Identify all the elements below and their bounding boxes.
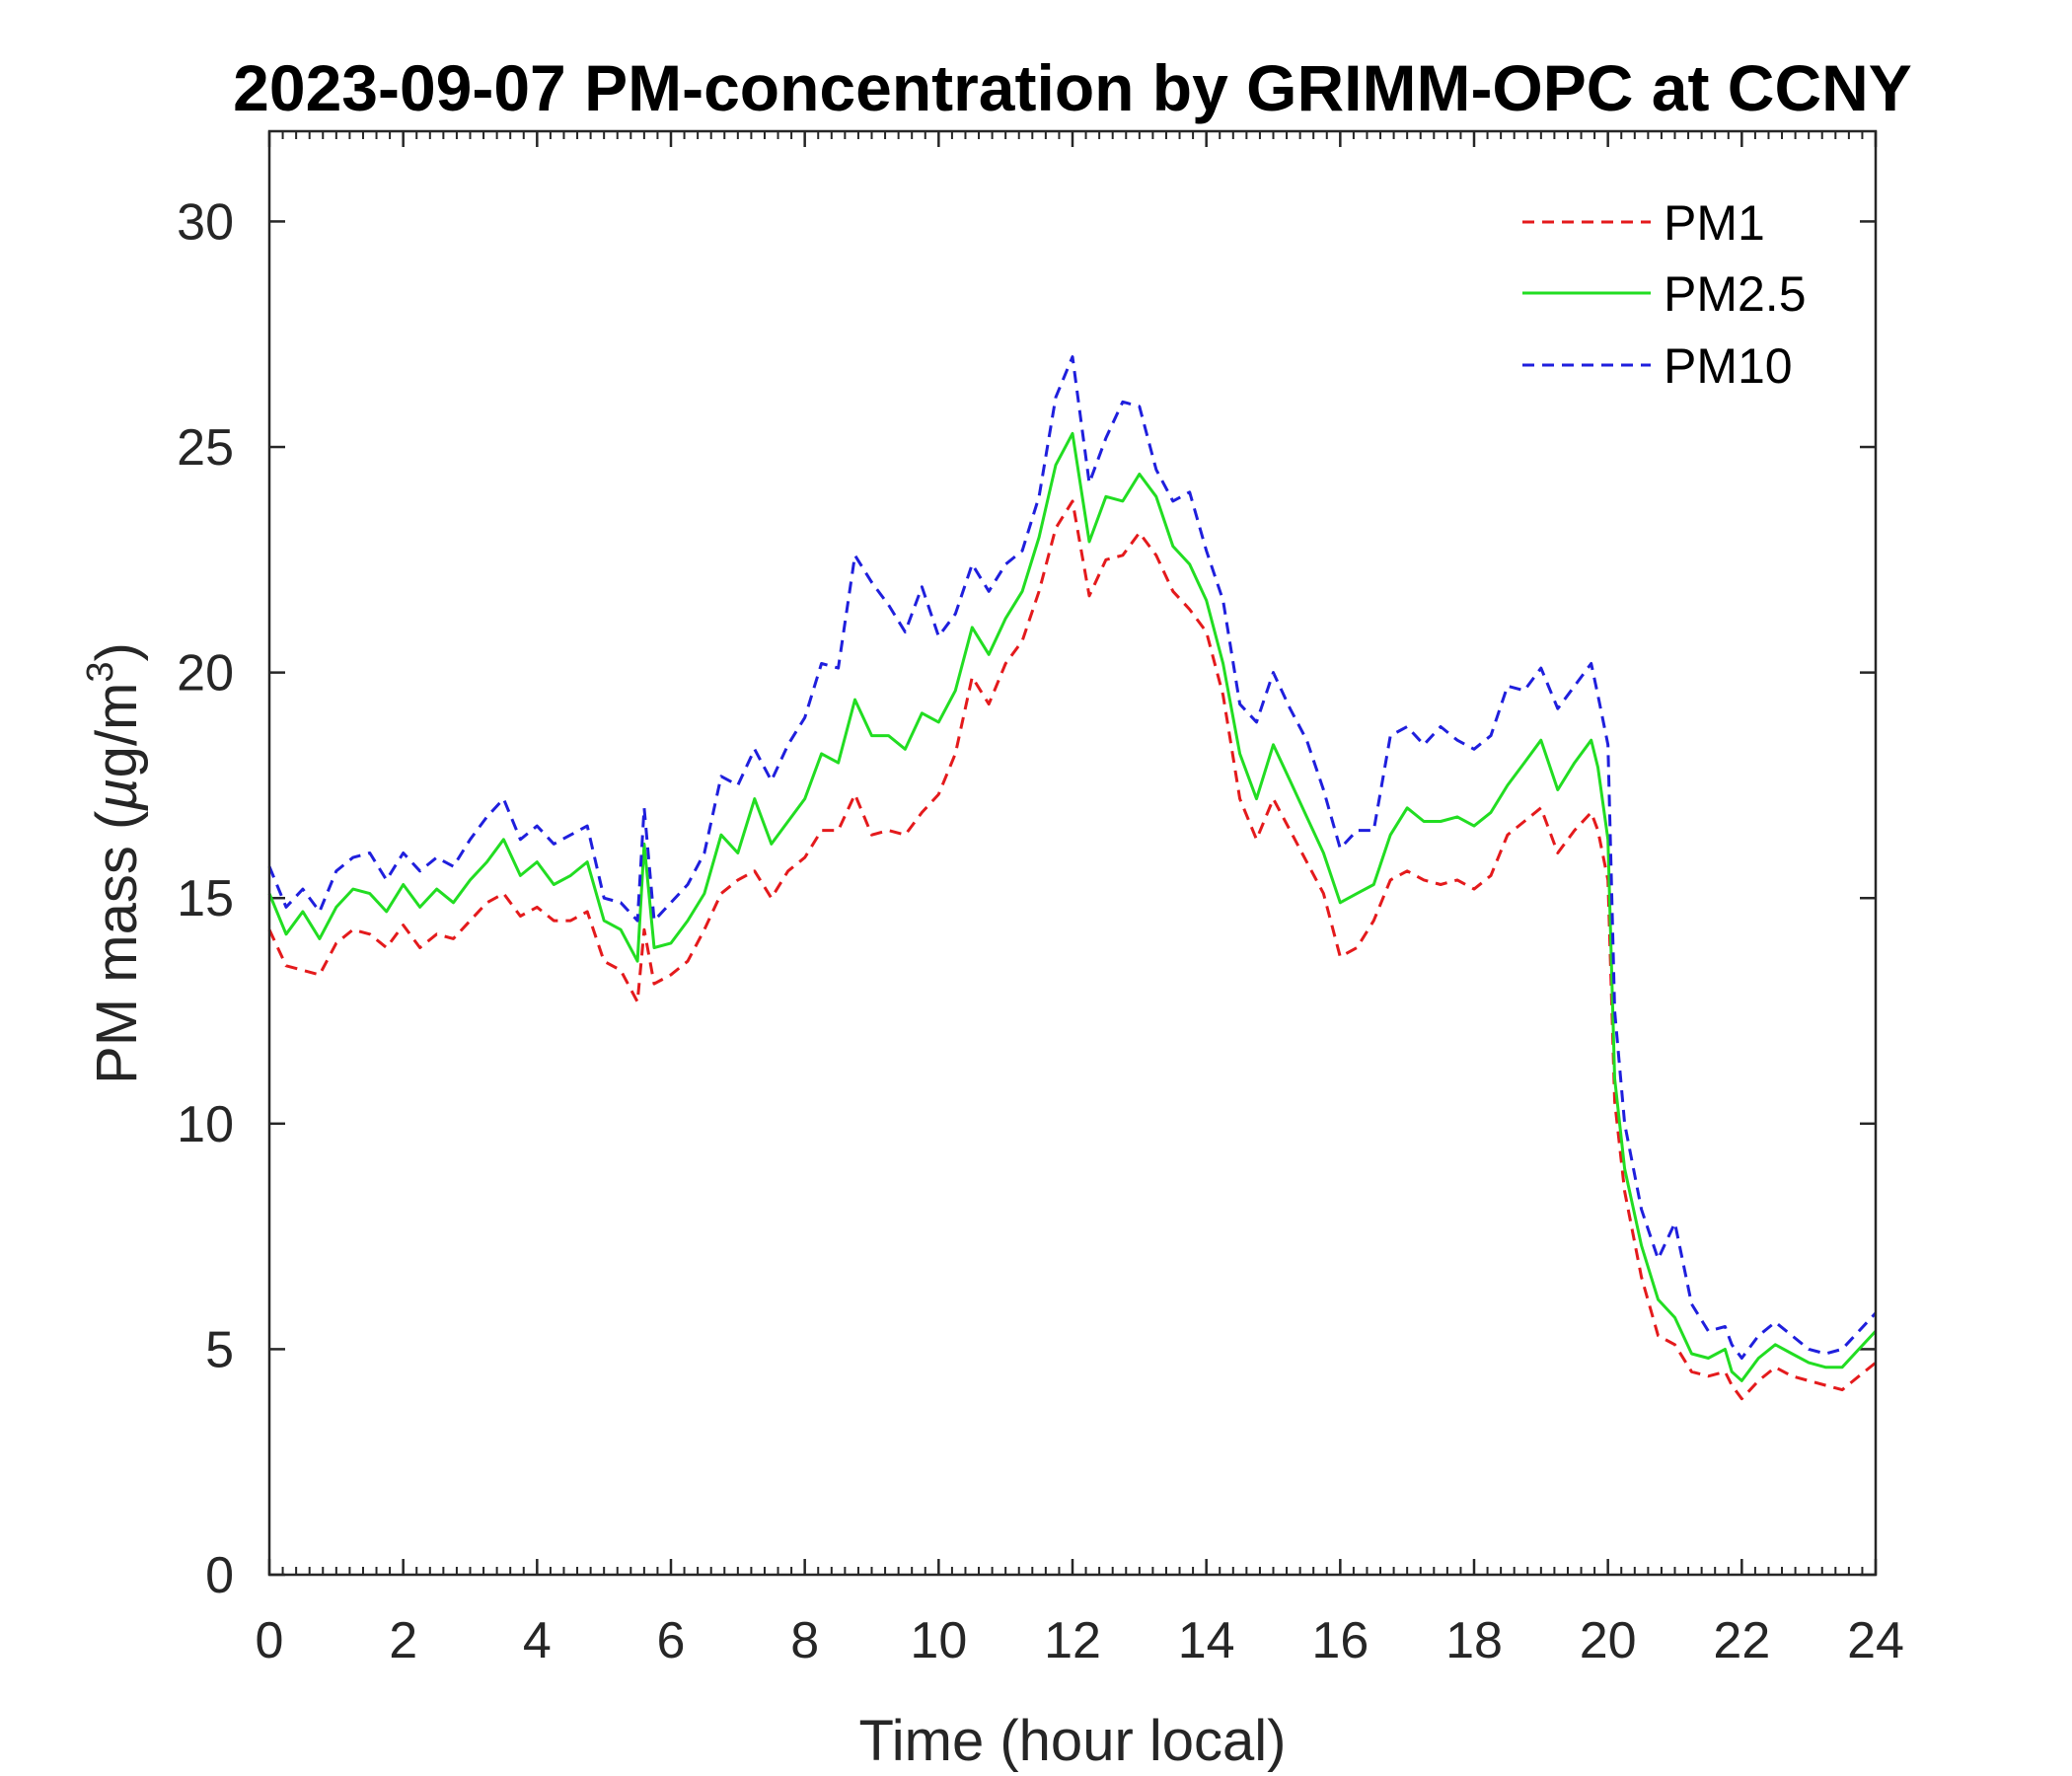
x-tick-label: 2 (389, 1612, 417, 1669)
chart-title: 2023-09-07 PM-concentration by GRIMM-OPC… (233, 51, 1912, 124)
minor-ticks (281, 131, 1864, 1575)
y-tick-label: 25 (177, 419, 234, 477)
y-tick-label: 20 (177, 645, 234, 703)
x-tick-label: 8 (790, 1612, 819, 1669)
series-line-PM10 (267, 355, 1878, 1360)
y-tick-label: 5 (205, 1321, 234, 1378)
x-tick-label: 16 (1311, 1612, 1369, 1669)
plot-area-border (267, 129, 1878, 1577)
x-axis-label: Time (hour local) (859, 1709, 1287, 1773)
x-tick-label: 14 (1178, 1612, 1235, 1669)
y-axis-label: PM mass (µg/m3) (80, 642, 149, 1084)
legend-label-pm1: PM1 (1664, 195, 1765, 251)
x-tick-label: 24 (1847, 1612, 1904, 1669)
x-tick-label: 0 (256, 1612, 284, 1669)
x-tick-label: 22 (1713, 1612, 1770, 1669)
series-line-PM1 (267, 499, 1877, 1401)
x-tick-label: 6 (657, 1612, 686, 1669)
legend: PM1 PM2.5 PM10 (1522, 195, 1807, 394)
y-tick-label: 15 (177, 870, 234, 927)
y-tick-label: 0 (205, 1547, 234, 1604)
y-tick-label: 10 (177, 1096, 234, 1153)
x-tick-label: 10 (910, 1612, 967, 1669)
x-tick-label: 18 (1445, 1612, 1503, 1669)
x-tick-labels: 0 2 4 6 8 10 12 14 16 18 20 22 24 (256, 1612, 1904, 1669)
legend-label-pm25: PM2.5 (1664, 266, 1807, 322)
x-tick-label: 12 (1044, 1612, 1101, 1669)
series-line-PM25 (267, 431, 1878, 1382)
x-tick-label: 4 (523, 1612, 552, 1669)
series-lines (267, 355, 1878, 1401)
y-tick-labels: 0 5 10 15 20 25 30 (177, 193, 234, 1604)
legend-label-pm10: PM10 (1664, 338, 1793, 394)
y-tick-label: 30 (177, 193, 234, 251)
x-tick-label: 20 (1580, 1612, 1637, 1669)
